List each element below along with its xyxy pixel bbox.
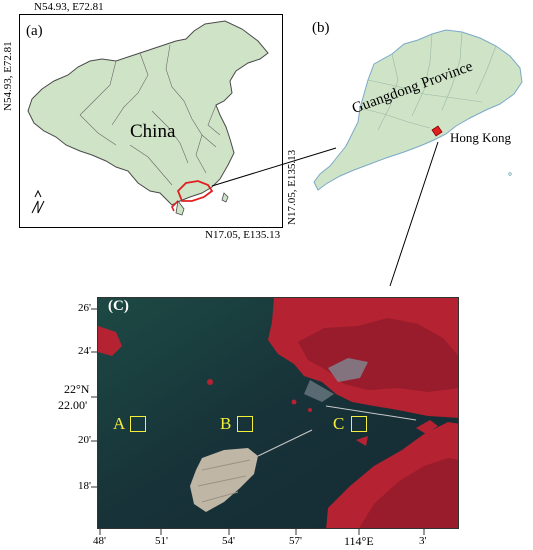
hong-kong-label: Hong Kong (450, 130, 512, 145)
x-tick-54: 54' (222, 535, 235, 547)
y-tick-26: 26' (78, 302, 91, 314)
guangdong-highlight-outline (176, 180, 214, 202)
country-label: China (130, 121, 176, 142)
panel-a-right-coord: N17.05, E135.13 (286, 149, 298, 225)
hong-kong-marker (431, 125, 443, 137)
x-tick-48: 48' (93, 535, 106, 547)
panel-a-letter: (a) (26, 23, 43, 39)
guangdong-outline-map (313, 29, 523, 191)
panel-b-letter: (b) (312, 20, 330, 36)
urban-patch (328, 358, 368, 382)
guangdong-map-panel: (b) Guangdong Province Hong Kong (300, 10, 532, 200)
y-tick-22-00: 22.00' (58, 398, 88, 412)
x-tick-51: 51' (155, 535, 168, 547)
y-tick-20: 20' (78, 434, 91, 446)
panel-a-left-coord: N54.93, E72.81 (2, 41, 14, 111)
site-marker-a (130, 416, 146, 432)
panel-a-bottom-coord: N17.05, E135.13 (205, 229, 281, 241)
y-tick-24: 24' (78, 345, 91, 357)
x-tick-57: 57' (289, 535, 302, 547)
y-tick-18: 18' (78, 480, 91, 492)
hainan-shape (175, 200, 185, 216)
panel-c-letter: (C) (108, 298, 129, 314)
y-tick-22n: 22°N (64, 382, 90, 396)
china-outline-map (27, 20, 269, 216)
x-tick-3: 3' (419, 535, 427, 547)
site-marker-b (237, 416, 253, 432)
site-marker-c (351, 416, 367, 432)
site-label-a: A (113, 414, 126, 433)
site-label-c: C (333, 414, 345, 433)
x-tick-114e: 114°E (344, 534, 374, 548)
satellite-image-panel: (C) A B C (97, 297, 459, 529)
north-arrow-icon (31, 189, 45, 214)
taiwan-shape (221, 192, 229, 203)
china-map-panel: N54.93, E72.81 (a) China N54.93, E72.81 … (2, 1, 298, 241)
satellite-image (98, 298, 458, 528)
panel-a-top-coord: N54.93, E72.81 (34, 1, 104, 13)
airport-platform (190, 448, 258, 512)
site-label-b: B (220, 414, 232, 433)
